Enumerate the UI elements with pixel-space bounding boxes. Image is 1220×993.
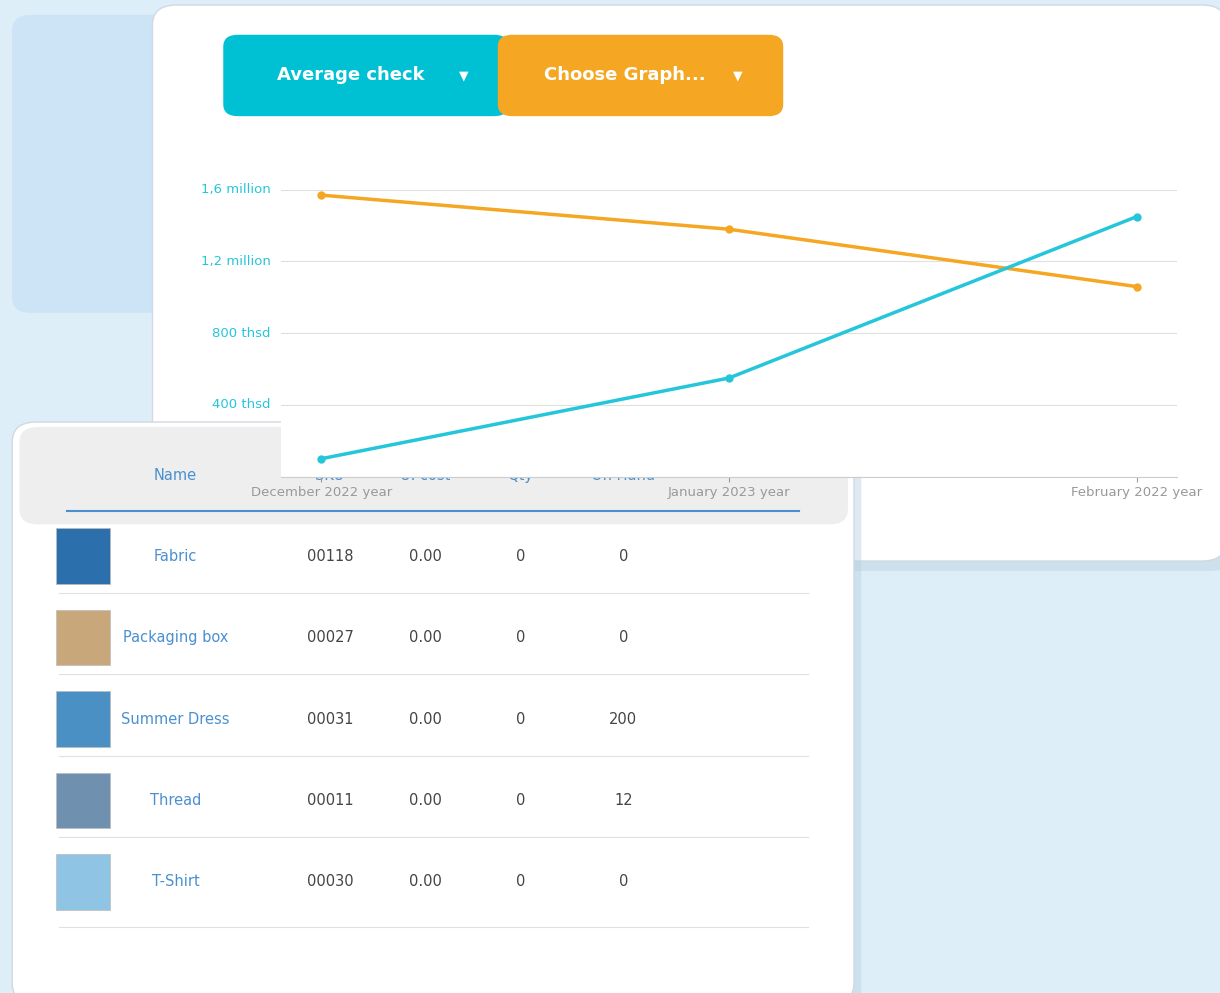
Text: 00031: 00031 (306, 712, 354, 727)
Text: 0.00: 0.00 (409, 793, 442, 808)
FancyBboxPatch shape (20, 432, 861, 993)
Text: 0: 0 (516, 875, 525, 890)
FancyBboxPatch shape (12, 15, 244, 313)
Text: Thread: Thread (150, 793, 201, 808)
Text: Average check: Average check (277, 67, 425, 84)
Text: 0: 0 (516, 549, 525, 564)
Text: Name: Name (154, 468, 196, 484)
FancyBboxPatch shape (56, 610, 110, 665)
Text: 00011: 00011 (306, 793, 354, 808)
Text: U. cost: U. cost (400, 468, 450, 484)
Text: 200: 200 (609, 712, 638, 727)
Text: ▼: ▼ (459, 69, 468, 82)
Text: Fabric: Fabric (154, 549, 198, 564)
FancyBboxPatch shape (152, 5, 1220, 561)
FancyBboxPatch shape (56, 773, 110, 828)
Text: 800 thsd: 800 thsd (212, 327, 271, 340)
Text: 00030: 00030 (306, 875, 354, 890)
Text: On Hand: On Hand (592, 468, 655, 484)
Text: 0.00: 0.00 (409, 631, 442, 645)
Text: T-Shirt: T-Shirt (151, 875, 199, 890)
Text: 1,2 million: 1,2 million (201, 255, 271, 268)
Text: 0: 0 (619, 875, 628, 890)
Text: 00118: 00118 (306, 549, 354, 564)
Text: 0.00: 0.00 (409, 549, 442, 564)
Text: 0: 0 (619, 631, 628, 645)
Text: SKU: SKU (316, 468, 344, 484)
Text: 0: 0 (619, 549, 628, 564)
FancyBboxPatch shape (12, 422, 854, 993)
Text: 12: 12 (614, 793, 633, 808)
FancyBboxPatch shape (20, 427, 848, 524)
FancyBboxPatch shape (56, 854, 110, 910)
Text: 0.00: 0.00 (409, 712, 442, 727)
Text: 400 thsd: 400 thsd (212, 398, 271, 411)
FancyBboxPatch shape (498, 35, 783, 116)
Text: 00027: 00027 (306, 631, 354, 645)
Text: ▼: ▼ (733, 69, 743, 82)
FancyBboxPatch shape (56, 528, 110, 584)
Text: 0: 0 (516, 793, 525, 808)
Text: Packaging box: Packaging box (123, 631, 228, 645)
Text: 0.00: 0.00 (409, 875, 442, 890)
FancyBboxPatch shape (223, 35, 509, 116)
Text: 0: 0 (516, 712, 525, 727)
FancyBboxPatch shape (160, 15, 1220, 571)
Text: 1,6 million: 1,6 million (201, 184, 271, 197)
Text: Summer Dress: Summer Dress (121, 712, 229, 727)
Text: 0: 0 (516, 631, 525, 645)
Text: Qty: Qty (508, 468, 533, 484)
Text: Choose Graph...: Choose Graph... (544, 67, 706, 84)
FancyBboxPatch shape (56, 691, 110, 747)
